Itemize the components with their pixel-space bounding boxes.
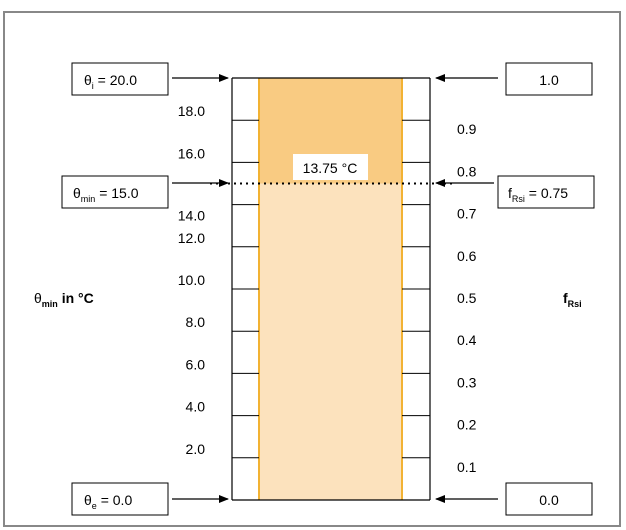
left-tick-label: 6.0 bbox=[186, 356, 206, 372]
right-tick-label: 0.4 bbox=[457, 332, 477, 348]
left-tick-label: 16.0 bbox=[178, 145, 205, 161]
left-tick-label: 10.0 bbox=[178, 272, 205, 288]
left-tick-label: 2.0 bbox=[186, 441, 206, 457]
right-tick-label: 0.7 bbox=[457, 206, 477, 222]
right-tick-label: 0.1 bbox=[457, 459, 477, 475]
left-scale: 18.0 16.0 14.0 12.0 10.0 8.0 6.0 4.0 2.0 bbox=[178, 103, 259, 459]
right-tick-label: 0.2 bbox=[457, 417, 477, 433]
left-axis-label: θmin in °C bbox=[34, 290, 94, 309]
svg-text:0.0: 0.0 bbox=[539, 492, 559, 508]
bar-lower-zone bbox=[259, 183, 402, 500]
theta-e-box: θe = 0.0 bbox=[71, 482, 169, 516]
left-tick-label: 14.0 bbox=[178, 208, 205, 224]
theta-symbol: θ bbox=[73, 185, 81, 201]
svg-text:θi = 20.0: θi = 20.0 bbox=[84, 72, 137, 91]
right-tick-label: 0.3 bbox=[457, 374, 477, 390]
dew-label-box bbox=[293, 154, 368, 180]
f-rsi-box: fRsi = 0.75 bbox=[497, 175, 595, 209]
right-tick-label: 0.5 bbox=[457, 290, 477, 306]
left-tick-label: 8.0 bbox=[186, 314, 206, 330]
right-tick-label: 0.9 bbox=[457, 121, 477, 137]
theta-min-box: θmin = 15.0 bbox=[61, 175, 169, 209]
svg-text:θe = 0.0: θe = 0.0 bbox=[84, 492, 132, 511]
theta-symbol: θ bbox=[84, 492, 92, 508]
svg-text:θmin = 15.0: θmin = 15.0 bbox=[73, 185, 139, 204]
svg-text:fRsi = 0.75: fRsi = 0.75 bbox=[508, 185, 568, 204]
svg-text:1.0: 1.0 bbox=[539, 72, 559, 88]
left-tick-label: 12.0 bbox=[178, 230, 205, 246]
theta-symbol: θ bbox=[84, 72, 92, 88]
right-tick-label: 0.8 bbox=[457, 163, 477, 179]
right-axis-label: fRsi bbox=[563, 290, 582, 309]
left-tick-label: 18.0 bbox=[178, 103, 205, 119]
right-tick-label: 0.6 bbox=[457, 248, 477, 264]
right-scale: 0.9 0.8 0.7 0.6 0.5 0.4 0.3 0.2 0.1 bbox=[402, 119, 477, 475]
f-bottom-box: 0.0 bbox=[505, 482, 593, 516]
left-tick-label: 4.0 bbox=[186, 399, 206, 415]
f-top-box: 1.0 bbox=[505, 62, 593, 96]
dew-label: 13.75 °C bbox=[303, 160, 358, 176]
theta-i-box: θi = 20.0 bbox=[71, 62, 169, 96]
